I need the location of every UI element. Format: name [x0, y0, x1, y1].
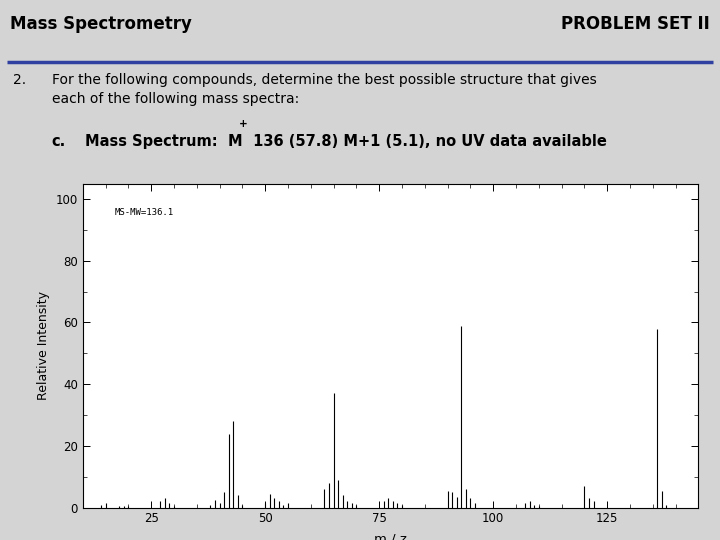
Text: +: +	[239, 119, 248, 130]
Text: 136 (57.8) M+1 (5.1), no UV data available: 136 (57.8) M+1 (5.1), no UV data availab…	[248, 134, 607, 149]
Text: Mass Spectrometry: Mass Spectrometry	[10, 16, 192, 33]
Text: For the following compounds, determine the best possible structure that gives
ea: For the following compounds, determine t…	[52, 73, 597, 106]
Text: M: M	[228, 134, 242, 149]
Text: c.: c.	[52, 134, 66, 149]
Text: MS-MW=136.1: MS-MW=136.1	[114, 208, 174, 217]
X-axis label: m / z: m / z	[374, 532, 407, 540]
Y-axis label: Relative Intensity: Relative Intensity	[37, 291, 50, 400]
Text: 2.: 2.	[13, 73, 26, 87]
Text: PROBLEM SET II: PROBLEM SET II	[561, 16, 710, 33]
Text: Mass Spectrum:: Mass Spectrum:	[85, 134, 222, 149]
